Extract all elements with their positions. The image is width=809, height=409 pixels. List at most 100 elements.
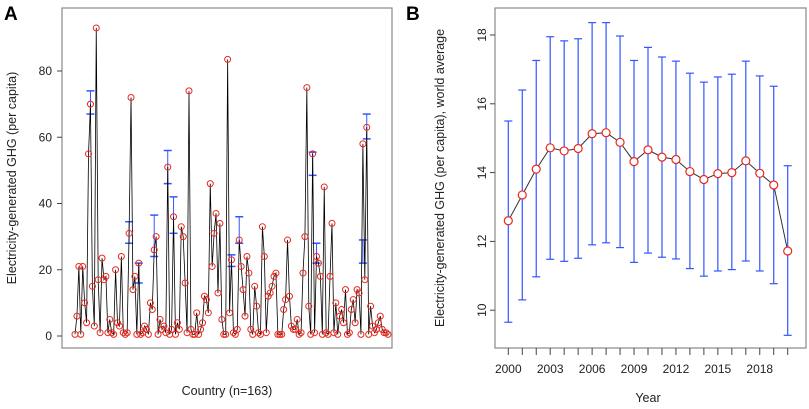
- panel-a-point: [121, 330, 129, 338]
- panel-a-point: [197, 325, 205, 333]
- panel-a-point: [355, 289, 363, 297]
- panel-a-point: [185, 87, 193, 95]
- panel-a-plot: 0 20 40 60 80: [39, 24, 392, 343]
- panel-a-point: [361, 276, 369, 284]
- panel-b-point: [671, 154, 681, 165]
- panel-a-point: [268, 282, 276, 290]
- panel-a-point: [297, 329, 305, 337]
- panel-a-point: [162, 329, 170, 337]
- panel-a-point: [146, 299, 154, 307]
- panel-a-point: [274, 330, 282, 338]
- panel-a-point: [266, 289, 274, 297]
- panel-a-point: [343, 330, 351, 338]
- panel-a-point: [129, 286, 137, 294]
- panel-a-point: [332, 299, 340, 307]
- panel-a-point: [262, 329, 270, 337]
- panel-b-ytick-label: 12: [475, 234, 489, 248]
- panel-a-point: [251, 282, 259, 290]
- panel-a-point: [170, 213, 178, 221]
- panel-a-point: [291, 325, 299, 333]
- panel-a-point: [341, 286, 349, 294]
- panel-a-point: [202, 296, 210, 304]
- panel-a-point: [243, 253, 251, 260]
- panel-a-point: [245, 269, 253, 277]
- panel-a-point: [280, 306, 288, 313]
- panel-b-letter: B: [406, 4, 420, 25]
- panel-a-point: [351, 319, 359, 327]
- panel-a-point: [336, 312, 344, 320]
- panel-b-frame: [494, 7, 807, 349]
- panel-a-point: [330, 329, 338, 337]
- panel-b-xtick-label: 2015: [704, 362, 731, 376]
- panel-a-point: [357, 330, 365, 338]
- panel-a-point: [235, 236, 243, 244]
- panel-a-point: [160, 322, 168, 330]
- panel-a-point: [258, 223, 266, 231]
- panel-a-point: [241, 312, 249, 320]
- panel-a-point: [326, 272, 334, 280]
- panel-b-point: [727, 168, 737, 178]
- panel-a-letter: A: [4, 4, 18, 25]
- panel-a-point: [125, 229, 133, 237]
- panel-a-point: [204, 309, 212, 317]
- panel-a-frame: [61, 7, 393, 349]
- panel-a-point: [154, 330, 162, 338]
- panel-a-point: [79, 262, 87, 270]
- panel-a-point: [226, 309, 234, 317]
- panel-b-point: [587, 129, 597, 139]
- panel-a-point: [88, 282, 96, 290]
- panel-a-point: [295, 330, 303, 338]
- panel-a-point: [150, 246, 158, 254]
- panel-b-point: [629, 156, 639, 167]
- panel-b-point: [741, 156, 751, 166]
- panel-a-point: [92, 24, 100, 32]
- panel-b-point: [573, 143, 583, 154]
- panel-b-ytick-label: 16: [475, 97, 489, 111]
- panel-a-point: [313, 253, 321, 260]
- panel-a-point: [334, 330, 342, 338]
- panel-b-point: [685, 166, 695, 177]
- panel-a-point: [224, 55, 232, 63]
- panel-a-point: [328, 219, 336, 227]
- panel-a-point: [222, 330, 230, 338]
- panel-b-point: [643, 145, 653, 155]
- panel-b-point: [713, 169, 723, 179]
- panel-a-point: [276, 330, 284, 338]
- panel-a-point: [90, 322, 98, 330]
- panel-a-point: [173, 319, 181, 327]
- panel-a-point: [106, 315, 114, 323]
- panel-a-point: [228, 256, 235, 264]
- panel-a-point: [376, 312, 384, 320]
- panel-a-point: [156, 315, 164, 323]
- panel-a-point: [316, 272, 324, 280]
- panel-a-point: [278, 330, 286, 338]
- panel-a-point: [285, 292, 293, 300]
- panel-a-point: [299, 269, 307, 277]
- panel-a-point: [127, 94, 135, 101]
- panel-a-point: [85, 150, 93, 158]
- panel-b-ytick-label: 14: [475, 166, 489, 180]
- panel-a-point: [216, 219, 224, 227]
- panel-a-point: [212, 209, 220, 217]
- panel-b-xtick-label: 2018: [746, 362, 773, 376]
- panel-b-xtick-label: 2009: [621, 362, 648, 376]
- panel-a-point: [73, 312, 81, 320]
- panel-a-point: [367, 302, 375, 310]
- panel-a-ytick-label: 60: [39, 130, 53, 144]
- panel-a-point: [289, 325, 297, 333]
- panel-a-point: [131, 272, 139, 280]
- panel-a-point: [208, 262, 216, 270]
- panel-a-point: [83, 319, 91, 327]
- panel-a-point: [220, 330, 228, 338]
- panel-a-point: [314, 259, 322, 267]
- panel-a-point: [77, 330, 85, 338]
- panel-b-xtick-label: 2006: [579, 362, 606, 376]
- panel-a-ytick-label: 20: [39, 263, 53, 277]
- panel-a-point: [181, 279, 189, 287]
- panel-a-point: [168, 325, 176, 333]
- panel-a-point: [108, 329, 116, 337]
- panel-a-point: [119, 329, 127, 337]
- panel-a-point: [340, 319, 348, 327]
